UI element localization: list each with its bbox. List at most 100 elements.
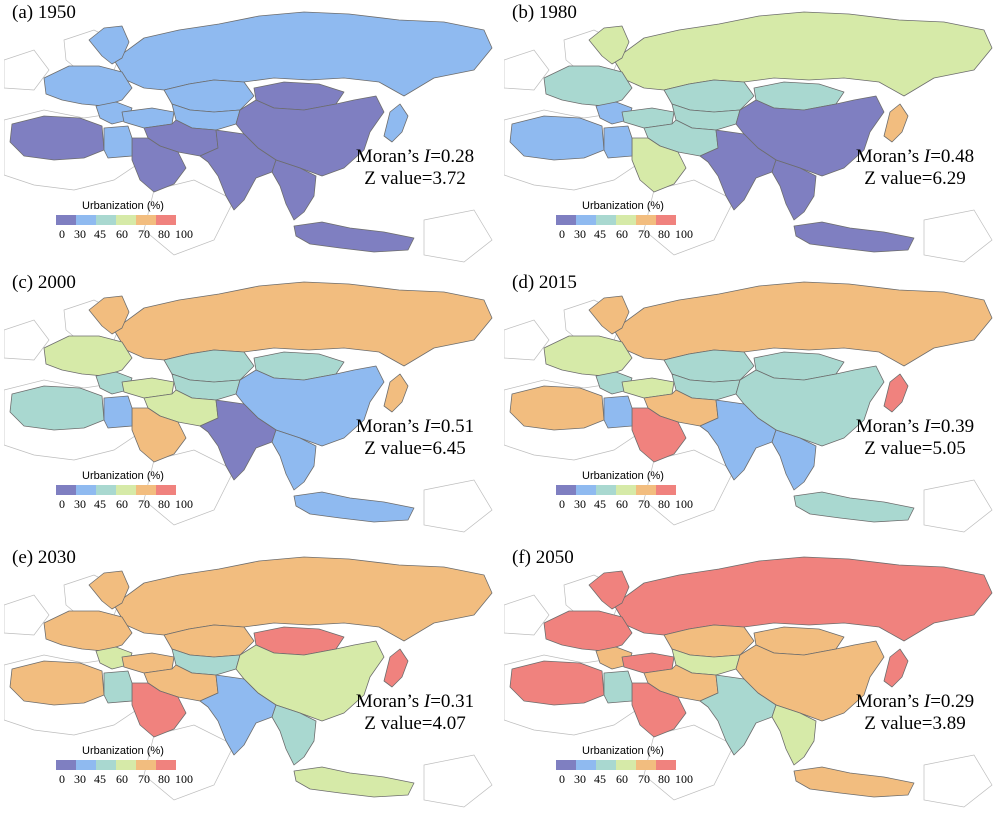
legend-tick: 70 (638, 772, 650, 786)
legend-swatch-0-30 (556, 485, 576, 495)
panel-title: (b) 1980 (512, 2, 577, 23)
legend-swatch-45-60 (96, 215, 116, 225)
legend-tick: 70 (138, 227, 150, 241)
legend-bar (556, 215, 676, 225)
legend: Urbanization (%) 0 30 45 60 70 80 100 (544, 470, 694, 511)
region-egypt (603, 395, 633, 429)
legend-tick: 0 (559, 497, 565, 511)
legend-tick: 60 (116, 497, 128, 511)
legend-tick: 100 (175, 497, 193, 511)
legend-swatch-80-100 (656, 215, 676, 225)
moran-symbol: I (923, 416, 931, 437)
legend-swatch-80-100 (656, 760, 676, 770)
region-north-africa (509, 115, 605, 161)
region-arabia (131, 407, 187, 463)
legend-ticks: 0 30 45 60 70 80 100 (544, 497, 694, 511)
moran-symbol: I (423, 416, 431, 437)
legend-tick: 45 (594, 497, 606, 511)
legend: Urbanization (%) 0 30 45 60 70 80 100 (44, 745, 194, 786)
stats-block: Moran’s I=0.28 Z value=3.72 (340, 146, 490, 190)
legend-swatch-60-70 (116, 760, 136, 770)
legend-tick: 45 (94, 497, 106, 511)
moran-line: Moran’s I=0.31 (340, 691, 490, 713)
region-indonesia (293, 491, 415, 523)
map-svg (4, 281, 493, 533)
moran-prefix: Moran’s (855, 691, 924, 712)
region-japan (383, 373, 409, 413)
legend-swatch-45-60 (596, 215, 616, 225)
legend-tick: 0 (59, 227, 65, 241)
legend-swatch-0-30 (56, 485, 76, 495)
region-southeast-asia (271, 429, 317, 491)
region-scandinavia (588, 25, 630, 65)
moran-line: Moran’s I=0.28 (340, 146, 490, 168)
region-southeast-asia (771, 704, 817, 766)
moran-value: =0.39 (930, 416, 975, 437)
region-japan (383, 103, 409, 143)
region-scandinavia (88, 295, 130, 335)
legend-tick: 80 (158, 227, 170, 241)
z-value: Z value=5.05 (864, 438, 966, 459)
region-south-asia (699, 129, 777, 211)
region-south-asia (199, 129, 277, 211)
legend-swatch-70-80 (636, 215, 656, 225)
panel-title: (a) 1950 (12, 2, 76, 23)
z-value: Z value=3.72 (364, 168, 466, 189)
legend-title: Urbanization (%) (582, 470, 664, 482)
panel-f: (f) 2050 Moran’s I=0.29 Z value=3.89 Urb… (504, 545, 994, 813)
legend-swatch-60-70 (116, 215, 136, 225)
region-scandinavia (88, 570, 130, 610)
legend-tick: 100 (175, 227, 193, 241)
legend-tick: 60 (616, 497, 628, 511)
moran-line: Moran’s I=0.39 (840, 416, 990, 438)
map-svg (504, 281, 993, 533)
legend-swatch-70-80 (136, 215, 156, 225)
stats-block: Moran’s I=0.51 Z value=6.45 (340, 416, 490, 460)
legend-tick: 60 (116, 772, 128, 786)
region-scandinavia (588, 295, 630, 335)
legend-title: Urbanization (%) (582, 200, 664, 212)
region-north-africa (509, 660, 605, 706)
region-egypt (603, 670, 633, 704)
legend-tick: 100 (675, 772, 693, 786)
z-value: Z value=6.45 (364, 438, 466, 459)
region-japan (883, 103, 909, 143)
region-southeast-asia (771, 429, 817, 491)
legend-tick: 70 (638, 497, 650, 511)
legend-tick: 100 (175, 772, 193, 786)
legend-bar (556, 760, 676, 770)
legend-swatch-0-30 (56, 215, 76, 225)
panel-title: (e) 2030 (12, 547, 76, 568)
legend-swatch-30-45 (76, 760, 96, 770)
map-svg (504, 11, 993, 263)
legend-title: Urbanization (%) (82, 745, 164, 757)
legend-swatch-60-70 (616, 215, 636, 225)
region-egypt (103, 125, 133, 159)
legend-tick: 80 (158, 772, 170, 786)
panel-title: (d) 2015 (512, 272, 577, 293)
legend-tick: 30 (74, 497, 86, 511)
legend-ticks: 0 30 45 60 70 80 100 (44, 227, 194, 241)
legend-tick: 70 (138, 497, 150, 511)
region-europe (43, 65, 133, 107)
moran-symbol: I (423, 691, 431, 712)
region-europe (543, 65, 633, 107)
moran-value: =0.29 (930, 691, 975, 712)
region-arabia (131, 137, 187, 193)
region-arabia (631, 407, 687, 463)
legend-tick: 80 (158, 497, 170, 511)
region-indonesia (793, 491, 915, 523)
legend-tick: 60 (616, 772, 628, 786)
legend-swatch-45-60 (596, 485, 616, 495)
legend-tick: 70 (138, 772, 150, 786)
region-arabia (631, 137, 687, 193)
map-svg (4, 11, 493, 263)
panel-e: (e) 2030 Moran’s I=0.31 Z value=4.07 Urb… (4, 545, 494, 813)
legend-title: Urbanization (%) (82, 200, 164, 212)
moran-symbol: I (923, 146, 931, 167)
map-svg (4, 556, 493, 808)
legend-tick: 45 (94, 227, 106, 241)
region-japan (883, 648, 909, 688)
legend-swatch-0-30 (556, 215, 576, 225)
moran-value: =0.28 (430, 146, 475, 167)
